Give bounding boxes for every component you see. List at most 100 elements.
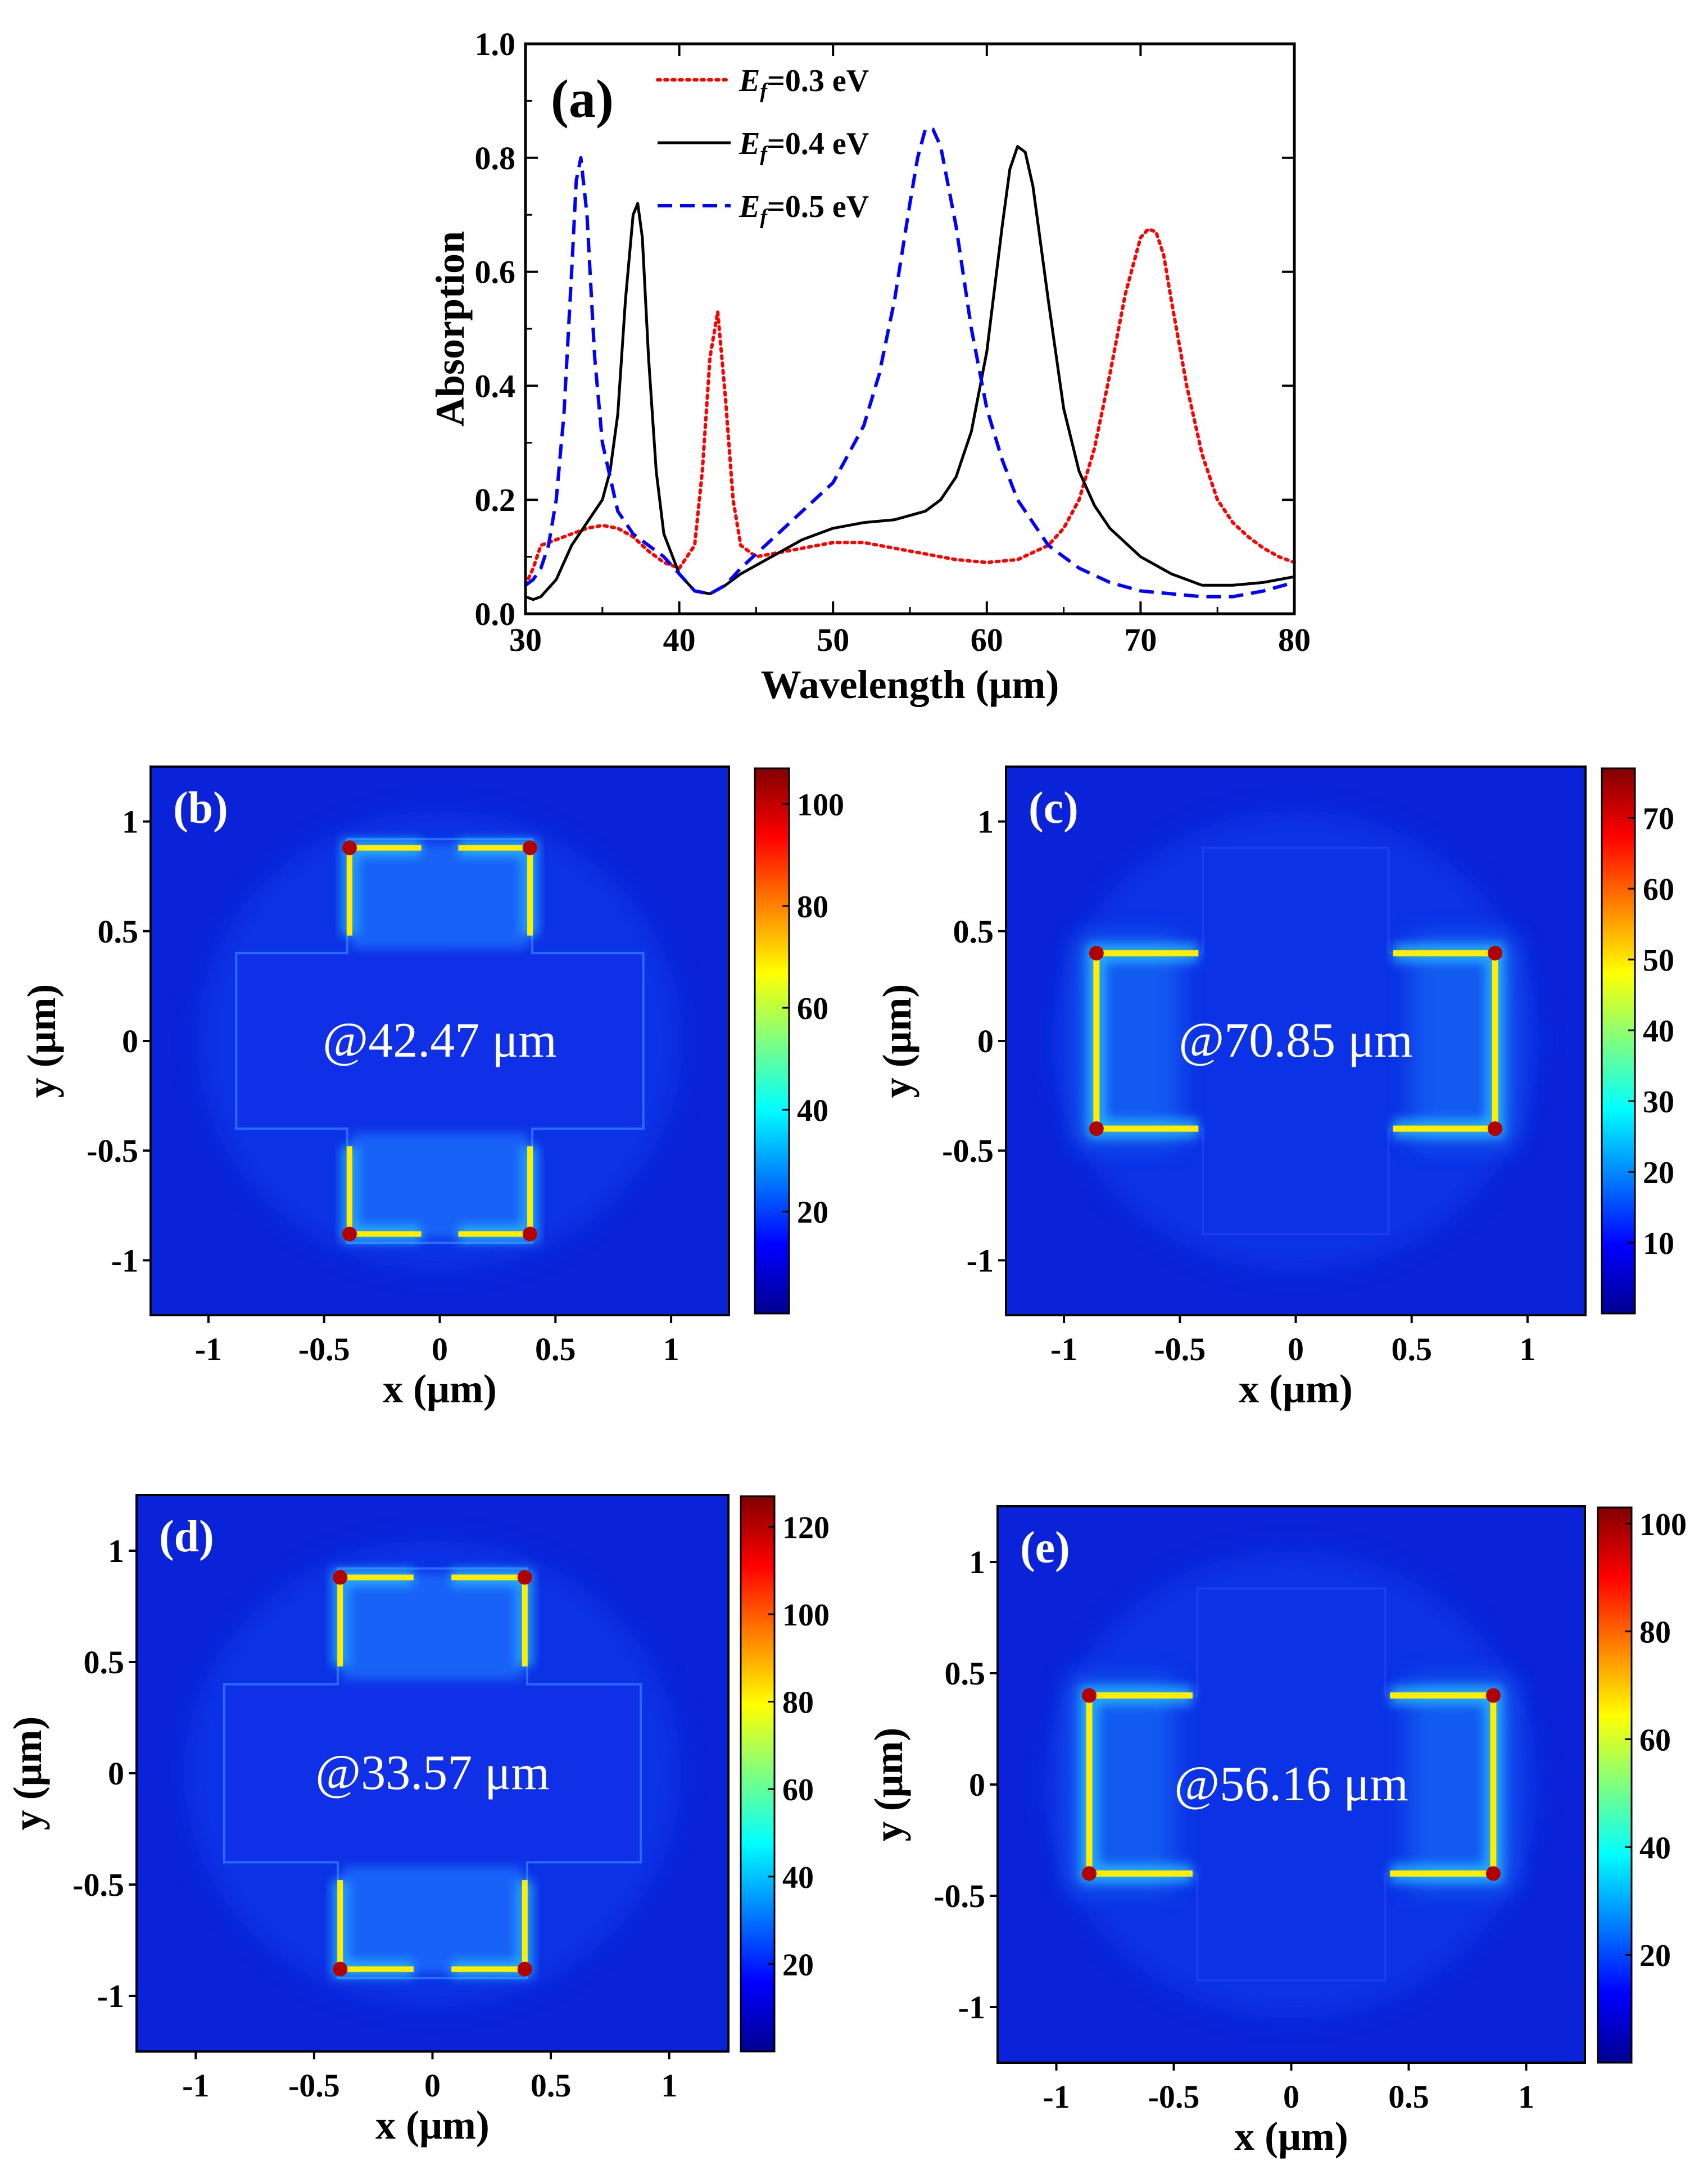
hot-corner: [517, 1962, 532, 1977]
y-tick-label: 0.8: [475, 140, 516, 176]
wavelength-annotation: @42.47 μm: [323, 1013, 557, 1068]
colorbar-gradient: [754, 767, 790, 1315]
hot-corner: [523, 840, 538, 855]
arm-top-fill: [352, 843, 528, 949]
y-tick-label: 1: [122, 804, 138, 840]
hot-edge-left: [1093, 950, 1199, 1132]
hot-corner: [1485, 1688, 1501, 1703]
legend-label: Ef=0.5 eV: [739, 189, 869, 229]
hot-corner: [1488, 945, 1503, 961]
panel-b: -1 -0.5 0 0.5 1 1 0.5 0 -0.5 -1 x (μm) y (μm) (b) @42…: [19, 766, 844, 1411]
x-tick-label: 0.5: [1388, 2078, 1429, 2115]
wavelength-annotation: @70.85 μm: [1179, 1013, 1413, 1068]
y-tick-label: 0: [969, 1767, 985, 1803]
hot-corner: [1082, 1688, 1097, 1703]
x-axis-label: x (μm): [375, 2103, 490, 2148]
colorbar-tick-label: 20: [1639, 1939, 1671, 1973]
x-tick-label: 0: [1283, 2078, 1299, 2115]
colorbar-tick-label: 20: [797, 1195, 828, 1230]
panel-label-a: (a): [551, 69, 614, 129]
y-tick-label: 0.5: [84, 1644, 125, 1681]
colorbar-tick-label: 80: [797, 890, 828, 925]
x-axis-label: x (μm): [383, 1366, 497, 1411]
y-tick-label: 0.0: [475, 596, 516, 632]
arm-bottom-fill: [352, 1133, 528, 1239]
hot-corner: [333, 1962, 348, 1977]
x-tick-label: 0.5: [531, 2067, 572, 2104]
colorbar-tick-label: 30: [1643, 1085, 1674, 1120]
colorbar-tick-label: 100: [797, 787, 844, 822]
colorbar: 10 20 30 40 50 60 70: [1601, 767, 1674, 1315]
x-tick-label: -0.5: [1154, 1331, 1206, 1367]
wavelength-annotation: @56.16 μm: [1174, 1757, 1408, 1811]
colorbar-tick-label: 60: [1643, 872, 1674, 907]
series-line-3: [524, 128, 1295, 599]
field-map: [998, 1506, 1585, 2063]
panel-label: (b): [173, 783, 228, 833]
hot-corner: [1485, 1866, 1501, 1881]
y-tick-label: 0: [108, 1755, 124, 1792]
arm-bottom-fill: [342, 1867, 523, 1974]
cross-structure: [223, 1567, 642, 1980]
x-tick-label: 0.5: [1391, 1331, 1432, 1367]
y-axis-label: y (μm): [5, 1716, 50, 1831]
y-tick-label: 0.5: [953, 913, 994, 950]
legend-label: Ef=0.4 eV: [739, 126, 869, 166]
field-map: [1006, 767, 1585, 1315]
hot-corner: [1488, 1121, 1503, 1136]
cross-structure: [235, 837, 645, 1244]
y-tick-label: -0.5: [73, 1867, 124, 1903]
y-tick-label: -0.5: [934, 1878, 985, 1914]
wavelength-annotation: @33.57 μm: [315, 1746, 550, 1800]
colorbar-tick-label: 40: [1639, 1831, 1671, 1865]
x-tick-label: -0.5: [288, 2067, 340, 2104]
colorbar: 20 40 60 80 100: [1597, 1506, 1687, 2064]
y-tick-label: -0.5: [87, 1133, 138, 1169]
hot-corner: [1089, 945, 1104, 961]
hot-edge-left: [1086, 1692, 1193, 1877]
hot-corner: [342, 840, 357, 855]
y-tick-label: 0.5: [98, 913, 139, 950]
x-tick-label: 0: [432, 1331, 448, 1367]
colorbar-tick-label: 40: [782, 1860, 814, 1895]
y-tick-label: -1: [111, 1242, 138, 1279]
x-tick-label: 1: [1519, 1331, 1535, 1367]
y-tick-label: 1: [969, 1544, 985, 1580]
y-axis-label: y (μm): [866, 1728, 911, 1842]
colorbar-tick-label: 100: [1639, 1507, 1687, 1542]
colorbar-gradient: [740, 1495, 776, 2053]
x-tick-label: 40: [663, 622, 696, 658]
colorbar-tick-label: 10: [1643, 1226, 1674, 1261]
colorbar-tick-label: 60: [1639, 1723, 1671, 1758]
x-tick-label: 60: [971, 622, 1003, 658]
colorbar-tick-label: 80: [1639, 1615, 1671, 1650]
x-tick-label: -0.5: [298, 1331, 350, 1367]
y-tick-label: -1: [958, 1989, 985, 2026]
field-map: [137, 1495, 728, 2051]
y-tick-label: 0: [122, 1023, 138, 1059]
hot-corner: [1082, 1866, 1097, 1881]
x-tick-label: 0: [424, 2067, 441, 2104]
y-tick-label: 1: [108, 1533, 124, 1569]
colorbar-tick-label: 80: [782, 1686, 814, 1720]
colorbar-tick-label: 70: [1643, 801, 1674, 836]
colorbar-tick-label: 40: [1643, 1014, 1674, 1049]
hot-edge-right: [1393, 950, 1498, 1132]
y-tick-label: 1.0: [475, 26, 516, 62]
colorbar-tick-label: 50: [1643, 943, 1674, 978]
x-tick-label: -0.5: [1148, 2078, 1200, 2115]
x-axis-label: x (μm): [1239, 1366, 1353, 1411]
x-tick-label: 0: [1288, 1331, 1304, 1367]
hot-corner: [342, 1226, 357, 1242]
x-tick-label: 1: [661, 2067, 677, 2104]
y-tick-label: 1: [977, 804, 994, 840]
x-tick-label: 80: [1278, 622, 1311, 658]
x-tick-label: 70: [1124, 622, 1157, 658]
y-tick-label: -1: [967, 1242, 994, 1279]
y-axis-label: y (μm): [19, 984, 64, 1098]
hot-corner: [523, 1226, 538, 1242]
hot-corner: [517, 1570, 532, 1585]
colorbar-gradient: [1601, 767, 1636, 1315]
x-axis-label: Wavelength (μm): [761, 662, 1059, 707]
y-tick-label: 0.2: [475, 482, 516, 518]
